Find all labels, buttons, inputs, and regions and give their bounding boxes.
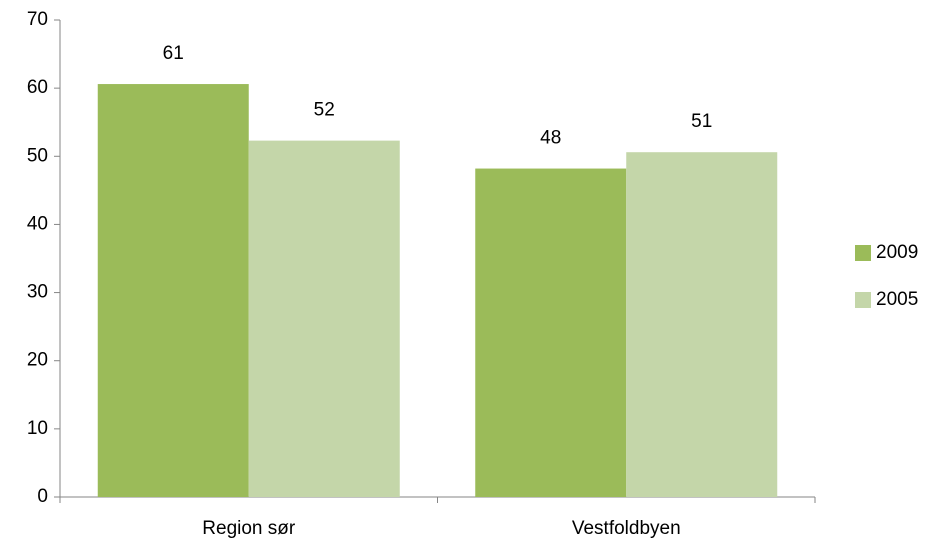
x-tick-label: Vestfoldbyen [572, 518, 681, 539]
data-label: 48 [540, 128, 561, 149]
y-tick-label: 30 [27, 282, 48, 303]
y-tick-label: 70 [27, 9, 48, 30]
data-label: 52 [314, 100, 335, 121]
y-tick-label: 40 [27, 213, 48, 234]
legend-label: 2005 [876, 289, 918, 310]
y-tick-label: 20 [27, 350, 48, 371]
bar [97, 84, 249, 497]
legend-swatch [855, 292, 871, 308]
bar [248, 140, 400, 497]
bar [475, 168, 627, 497]
bar [626, 152, 778, 497]
legend-swatch [855, 245, 871, 261]
y-tick-label: 10 [27, 418, 48, 439]
data-label: 61 [163, 43, 184, 64]
y-tick-label: 60 [27, 77, 48, 98]
legend-label: 2009 [876, 242, 918, 263]
y-tick-label: 50 [27, 145, 48, 166]
y-tick-label: 0 [37, 486, 48, 507]
data-label: 51 [691, 111, 712, 132]
x-tick-label: Region sør [202, 518, 296, 539]
